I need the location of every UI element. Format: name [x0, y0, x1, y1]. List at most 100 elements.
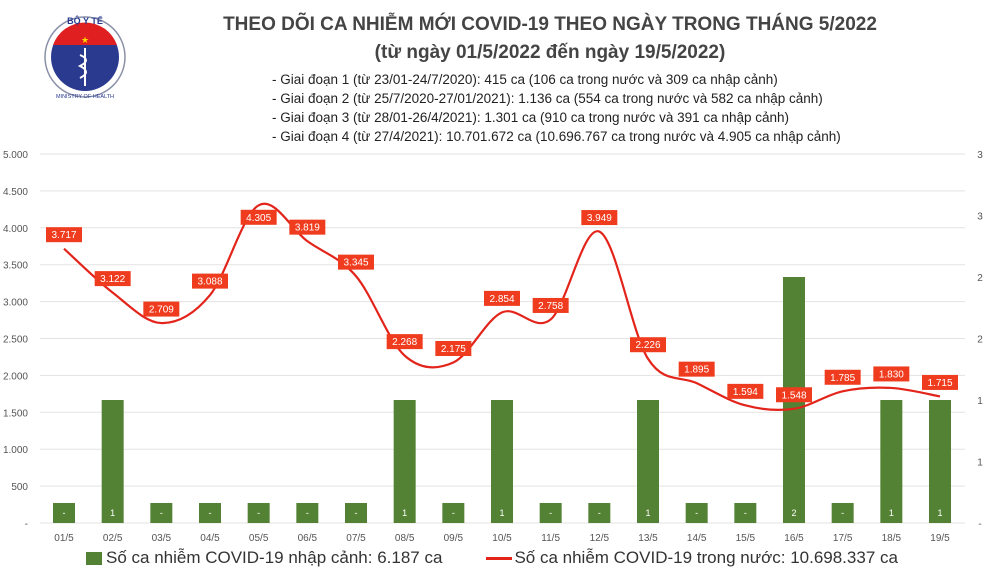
line-data-label: 1.830: [879, 369, 904, 380]
line-data-label: 2.226: [635, 340, 660, 351]
line-data-label-box: [46, 227, 82, 243]
left-axis-tick-label: 500: [11, 482, 28, 493]
left-axis-tick-label: 4.000: [3, 224, 28, 235]
bar: [637, 400, 659, 523]
svg-text:BỘ Y TẾ: BỘ Y TẾ: [67, 15, 103, 26]
x-axis-tick-label: 08/5: [395, 533, 415, 544]
line-data-label: 4.305: [246, 213, 271, 224]
line-data-label: 2.709: [149, 305, 174, 316]
line-data-label-box: [386, 334, 423, 350]
bar-data-label: -: [841, 508, 844, 518]
line-data-label: 1.548: [781, 390, 806, 401]
svg-text:★: ★: [81, 35, 89, 45]
ministry-of-health-logo: ★ BỘ Y TẾ MINISTRY OF HEALTH: [44, 15, 126, 100]
bar-data-label: 1: [937, 508, 942, 518]
x-axis-tick-label: 11/5: [541, 533, 560, 544]
x-axis-tick-label: 05/5: [249, 533, 269, 544]
left-axis-tick-label: 1.500: [3, 408, 28, 419]
line-data-label: 3.122: [100, 274, 125, 285]
svg-text:MINISTRY OF HEALTH: MINISTRY OF HEALTH: [56, 94, 114, 100]
phase-notes: - Giai đoạn 1 (từ 23/01-24/7/2020): 415 …: [272, 70, 841, 146]
line-data-label-box: [630, 337, 666, 353]
bar-data-label: -: [744, 508, 747, 518]
line-data-label-box: [727, 383, 764, 399]
chart-title: THEO DÕI CA NHIỄM MỚI COVID-19 THEO NGÀY…: [223, 14, 877, 35]
left-axis-tick-label: 4.500: [3, 187, 28, 198]
left-axis-tick-label: 2.500: [3, 335, 28, 346]
right-axis-tick-label: 3: [977, 150, 983, 161]
bar: [199, 503, 221, 523]
bar: [345, 503, 367, 523]
bar: [929, 400, 951, 523]
x-axis-tick-label: 09/5: [444, 533, 464, 544]
left-axis-tick-label: -: [25, 519, 28, 530]
line-data-label: 2.268: [392, 337, 417, 348]
line-data-label-box: [192, 273, 228, 289]
bar-data-label: -: [695, 508, 698, 518]
left-axis-tick-label: 3.000: [3, 298, 28, 309]
right-axis-tick-label: 2: [977, 273, 983, 284]
bar-data-label: 1: [110, 508, 115, 518]
x-axis-tick-label: 10/5: [492, 533, 512, 544]
left-axis-tick-label: 2.000: [3, 371, 28, 382]
left-axis-tick-label: 5.000: [3, 150, 28, 161]
x-axis-tick-label: 04/5: [200, 533, 220, 544]
chart-subtitle: (từ ngày 01/5/2022 đến ngày 19/5/2022): [374, 42, 726, 63]
line-data-label: 3.819: [295, 223, 320, 234]
chart: - 500 1.000 1.500 2.000 2.500 3.000 3.500 4.000 4…: [3, 150, 983, 544]
line-data-label-box: [922, 374, 958, 390]
x-axis-tick-label: 07/5: [346, 533, 366, 544]
bar: [588, 503, 611, 523]
bar: [442, 503, 465, 523]
x-axis-tick-label: 06/5: [298, 533, 318, 544]
bar: [296, 503, 319, 523]
legend-line-label: Số ca nhiễm COVID-19 trong nước: 10.698.…: [514, 548, 898, 567]
x-axis-tick-label: 18/5: [882, 533, 902, 544]
line-data-label: 3.949: [587, 213, 612, 224]
x-axis-tick-label: 15/5: [736, 533, 756, 544]
bar: [491, 400, 513, 523]
bar-data-label: 1: [499, 508, 504, 518]
line-data-label-box: [289, 219, 326, 235]
line-data-label-box: [873, 366, 910, 382]
line-data-label: 1.785: [830, 373, 855, 384]
bar: [734, 503, 757, 523]
line-data-label-box: [776, 387, 812, 403]
bar-data-label: -: [355, 508, 358, 518]
right-axis-tick-label: 1: [977, 396, 983, 407]
line-data-label-box: [338, 254, 374, 270]
phase-note: - Giai đoạn 4 (từ 27/4/2021): 10.701.672…: [272, 129, 841, 144]
x-axis-tick-label: 19/5: [930, 533, 950, 544]
legend-bar-label: Số ca nhiễm COVID-19 nhập cảnh: 6.187 ca: [106, 548, 443, 567]
right-axis-tick-label: -: [978, 519, 981, 530]
phase-note: - Giai đoạn 2 (từ 25/7/2020-27/01/2021):…: [272, 91, 823, 106]
legend-line-swatch: [486, 556, 513, 560]
legend-bar-swatch: [86, 551, 102, 565]
line-data-label-box: [484, 290, 520, 306]
x-axis-tick-label: 13/5: [638, 533, 658, 544]
line-data-label-box: [94, 271, 131, 287]
phase-note: - Giai đoạn 3 (từ 28/01-26/4/2021): 1.30…: [272, 110, 790, 125]
line-data-label-box: [678, 361, 715, 377]
left-axis-tick-label: 3.500: [3, 261, 28, 272]
line-data-label: 2.758: [538, 301, 563, 312]
x-axis-tick-label: 17/5: [833, 533, 853, 544]
bar: [101, 400, 124, 523]
bar: [53, 503, 75, 523]
line-series: [63, 202, 941, 411]
line-data-label: 3.345: [343, 258, 368, 269]
right-axis-tick-label: 2: [977, 335, 983, 346]
left-axis-tick-label: 1.000: [3, 445, 28, 456]
bar-data-label: -: [306, 508, 309, 518]
line-data-label-box: [240, 209, 277, 225]
x-axis-tick-label: 02/5: [103, 533, 123, 544]
line-data-label-box: [824, 369, 861, 385]
line-data-label: 1.715: [927, 378, 952, 389]
right-axis-tick-label: 3: [977, 212, 983, 223]
bar-data-label: -: [160, 508, 163, 518]
bar-data-label: -: [598, 508, 601, 518]
legend: Số ca nhiễm COVID-19 nhập cảnh: 6.187 ca…: [86, 548, 898, 568]
x-axis-tick-label: 12/5: [590, 533, 610, 544]
x-axis-tick-label: 03/5: [152, 533, 172, 544]
line-data-label-box: [581, 210, 618, 226]
